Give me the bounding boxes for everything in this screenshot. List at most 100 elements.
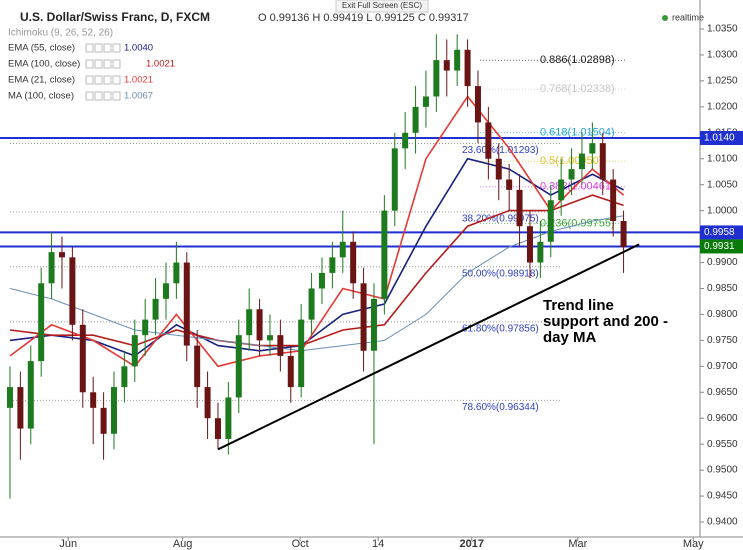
y-tick-label: 0.9650 bbox=[707, 387, 738, 398]
trendline bbox=[217, 243, 640, 451]
fib-label: 78.60%(0.96344) bbox=[462, 402, 539, 413]
plot-area: 23.60%(1.01293) 38.20%(0.99975) 50.00%(0.9… bbox=[0, 34, 700, 499]
y-tick-label: 0.9800 bbox=[707, 309, 738, 320]
candle-body bbox=[391, 148, 398, 211]
fib-label: 23.60%(1.01293) bbox=[462, 145, 539, 156]
candle-body bbox=[620, 221, 627, 247]
legend-name: EMA (55, close) bbox=[8, 43, 75, 54]
candle-body bbox=[474, 86, 481, 123]
x-tick-label: May bbox=[683, 538, 704, 550]
legend-icon bbox=[85, 91, 94, 101]
chart-title: U.S. Dollar/Swiss Franc, D, FXCM bbox=[20, 10, 210, 24]
y-tick-label: 0.9600 bbox=[707, 413, 738, 424]
candle-body bbox=[329, 257, 336, 273]
legend-value: 1.0067 bbox=[124, 91, 153, 102]
legend-name: MA (100, close) bbox=[8, 91, 74, 102]
candle-body bbox=[27, 361, 34, 429]
x-tick-label: Mar bbox=[568, 538, 587, 550]
y-tick-label: 1.0350 bbox=[707, 24, 738, 35]
y-tick-label: 1.0000 bbox=[707, 205, 738, 216]
y-tick-label: 1.0050 bbox=[707, 179, 738, 190]
candle-body bbox=[308, 288, 315, 320]
candle-body bbox=[152, 298, 159, 320]
candle-body bbox=[433, 60, 440, 97]
y-tick-label: 0.9850 bbox=[707, 283, 738, 294]
legend-value: 1.0040 bbox=[124, 43, 153, 54]
fib-ext-label: 0.768(1.02338) bbox=[540, 83, 615, 95]
candle-body bbox=[173, 262, 180, 284]
y-tick-label: 1.0300 bbox=[707, 50, 738, 61]
candle-body bbox=[485, 122, 492, 159]
x-tick-label: Jun bbox=[59, 538, 77, 550]
candle-body bbox=[578, 153, 585, 170]
legend-icon bbox=[112, 59, 121, 69]
legend-icon bbox=[112, 43, 121, 53]
candle-body bbox=[256, 309, 263, 341]
annotation: Trend line bbox=[543, 297, 614, 314]
ma-line bbox=[9, 194, 624, 347]
candle-body bbox=[516, 189, 523, 227]
realtime-dot bbox=[662, 15, 668, 21]
candle-body bbox=[69, 257, 76, 325]
legend-icon bbox=[94, 75, 103, 85]
level-tag bbox=[700, 225, 743, 240]
candle-body bbox=[6, 387, 13, 408]
legend-icon bbox=[94, 43, 103, 53]
annotation: day MA bbox=[543, 329, 597, 346]
exit-button[interactable] bbox=[335, 0, 429, 13]
candle-body bbox=[277, 335, 284, 356]
fib-ext-label: 0.886(1.02898) bbox=[540, 54, 615, 66]
candle-body bbox=[339, 241, 346, 258]
candle-body bbox=[17, 387, 24, 429]
annotation: support and 200 - bbox=[543, 313, 668, 330]
indicator: Ichimoku (9, 26, 52, 26) bbox=[8, 28, 113, 39]
x-tick-label: 2017 bbox=[459, 538, 483, 550]
x-tick-label: 14 bbox=[372, 538, 384, 550]
candle-body bbox=[58, 252, 65, 258]
y-tick-label: 1.0200 bbox=[707, 101, 738, 112]
realtime[interactable]: realtime bbox=[672, 12, 704, 22]
candle-body bbox=[599, 143, 606, 180]
x-tick-label: Oct bbox=[292, 538, 309, 550]
candle-body bbox=[266, 335, 273, 341]
legend-icon bbox=[103, 75, 112, 85]
candle-body bbox=[142, 319, 149, 336]
candle-body bbox=[162, 283, 169, 299]
candle-body bbox=[121, 366, 128, 388]
candle-body bbox=[214, 418, 221, 439]
candle-body bbox=[464, 49, 471, 87]
candle-body bbox=[381, 210, 388, 299]
candle-body bbox=[194, 345, 201, 388]
legend-icon bbox=[112, 91, 121, 101]
y-tick-label: 0.9900 bbox=[707, 257, 738, 268]
exit-text[interactable]: Exit Full Screen (ESC) bbox=[342, 1, 422, 10]
candle-body bbox=[318, 272, 325, 289]
y-tick-label: 0.9400 bbox=[707, 517, 738, 528]
candle-body bbox=[298, 319, 305, 388]
candle-body bbox=[443, 60, 450, 71]
candle-body bbox=[100, 407, 107, 434]
y-tick-label: 0.9550 bbox=[707, 439, 738, 450]
candle-body bbox=[610, 179, 617, 222]
legend-value: 1.0021 bbox=[146, 59, 175, 70]
legend-icon bbox=[103, 91, 112, 101]
candle-body bbox=[454, 49, 461, 71]
candle-body bbox=[360, 283, 367, 351]
legend-icon bbox=[85, 59, 94, 69]
candle-body bbox=[38, 283, 45, 362]
candle-body bbox=[506, 179, 513, 190]
level-tag bbox=[700, 130, 743, 145]
candle-body bbox=[183, 262, 190, 346]
legend-icon bbox=[103, 43, 112, 53]
legend-icon bbox=[94, 59, 103, 69]
candle-body bbox=[495, 158, 502, 180]
x-tick-label: Aug bbox=[173, 538, 193, 550]
ohlc-text: O 0.99136 H 0.99419 L 0.99125 C 0.99317 bbox=[258, 12, 469, 24]
fib-label: 61.80%(0.97856) bbox=[462, 324, 539, 335]
ma-line bbox=[9, 95, 625, 368]
level-label: 1.0140 bbox=[704, 133, 735, 144]
legend-name: EMA (21, close) bbox=[8, 75, 75, 86]
candle-body bbox=[246, 309, 253, 336]
